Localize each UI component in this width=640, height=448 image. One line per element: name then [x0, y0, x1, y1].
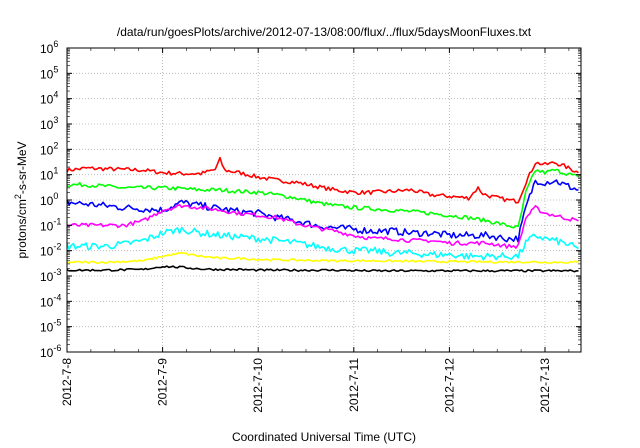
- y-axis-label-superscript: 2: [13, 194, 23, 199]
- y-tick-label: 106: [40, 39, 58, 56]
- series-line-3: [66, 179, 579, 243]
- x-tick-label: 2012-7-11: [347, 358, 361, 412]
- y-axis-label: protons/cm2-s-sr-MeV: [13, 141, 29, 258]
- series-line-4: [66, 204, 579, 249]
- y-tick-label: 104: [40, 90, 58, 107]
- y-tick-labels: 10-6 10-5 10-4 10-3 10-2 10-1 100 101 102 103 104 1…: [40, 39, 581, 360]
- y-tick-label: 102: [40, 140, 58, 157]
- x-tick-label: 2012-7-12: [442, 358, 456, 413]
- x-axis-label: Coordinated Universal Time (UTC): [232, 430, 416, 444]
- y-tick-label: 105: [40, 64, 58, 81]
- y-axis-label-prefix: protons/cm: [15, 199, 29, 258]
- x-tick-labels: 2012-7-8 2012-7-9 2012-7-10 2012-7-11 2012-7…: [60, 48, 570, 413]
- chart-title: /data/run/goesPlots/archive/2012-07-13/0…: [117, 25, 532, 39]
- series-line-1: [66, 156, 579, 204]
- y-tick-label: 100: [40, 191, 58, 208]
- y-tick-label: 10-5: [40, 318, 61, 335]
- series-layer: [66, 156, 580, 273]
- y-tick-label: 10-3: [40, 267, 61, 284]
- x-tick-label: 2012-7-8: [60, 358, 74, 406]
- series-line-2: [66, 168, 580, 229]
- series-line-5: [66, 226, 579, 261]
- x-tick-label: 2012-7-10: [251, 358, 265, 413]
- x-tick-label: 2012-7-9: [156, 358, 170, 406]
- series-line-6: [66, 251, 579, 265]
- y-axis-label-suffix: -s-sr-MeV: [15, 141, 29, 194]
- x-tick-label: 2012-7-13: [538, 358, 552, 413]
- y-tick-label: 10-6: [40, 343, 61, 360]
- series-line-7: [66, 265, 579, 273]
- y-tick-label: 101: [40, 166, 58, 183]
- y-tick-label: 10-1: [40, 216, 61, 233]
- y-tick-label: 10-4: [40, 292, 61, 309]
- y-tick-label: 10-2: [40, 242, 61, 259]
- y-tick-label: 103: [40, 115, 58, 132]
